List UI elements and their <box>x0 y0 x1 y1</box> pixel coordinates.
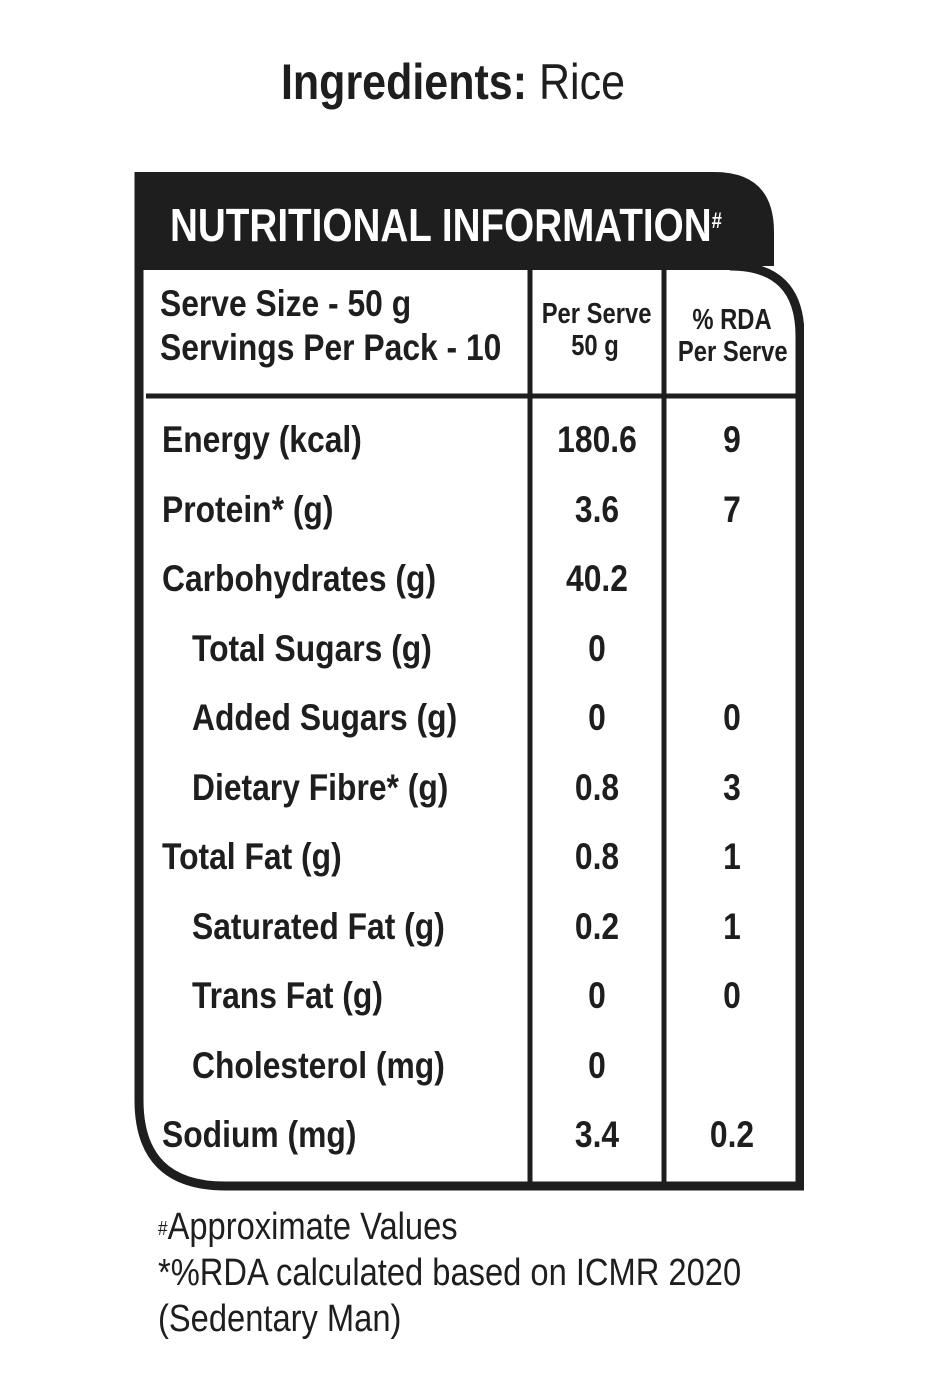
footnote-approximate-text: Approximate Values <box>167 1206 458 1248</box>
rda-value: 0 <box>723 975 741 1016</box>
rda-value: 9 <box>723 419 741 460</box>
nutrient-name: Dietary Fibre* (g) <box>192 766 449 808</box>
per-serve-value: 0.2 <box>574 905 620 947</box>
table-row: Total Sugars (g) 0 <box>134 614 804 684</box>
nutrient-name: Total Sugars (g) <box>192 627 432 669</box>
nutrient-name: Total Fat (g) <box>162 836 342 877</box>
per-serve-value: 0 <box>588 1044 606 1086</box>
column-head-per-serve: Per Serve 50 g <box>541 298 652 362</box>
table-row: Dietary Fibre* (g) 0.8 3 <box>134 753 804 823</box>
table-row: Sodium (mg) 3.4 0.2 <box>134 1100 804 1170</box>
footnote-rda-basis: *%RDA calculated based on ICMR 2020 <box>158 1252 742 1294</box>
nutrition-panel-frame <box>134 172 804 1191</box>
per-serve-value: 3.4 <box>574 1114 620 1155</box>
column-head-rda-line1: % RDA <box>692 304 772 336</box>
per-serve-value: 0.8 <box>574 836 620 877</box>
rda-value: 7 <box>723 488 741 530</box>
nutrient-name: Energy (kcal) <box>162 419 362 460</box>
per-serve-value: 3.6 <box>574 488 620 530</box>
panel-title-text: NUTRITIONAL INFORMATION <box>170 199 712 251</box>
footnote-rda-group: (Sedentary Man) <box>158 1298 402 1340</box>
footnote-approximate: #Approximate Values <box>158 1204 741 1250</box>
serve-size: Serve Size - 50 g <box>160 283 412 324</box>
per-serve-value: 40.2 <box>566 558 628 599</box>
nutrient-name: Cholesterol (mg) <box>192 1044 445 1086</box>
header-bar <box>136 172 774 266</box>
nutrient-name: Trans Fat (g) <box>192 975 383 1016</box>
servings-per-pack: Servings Per Pack - 10 <box>160 327 502 368</box>
column-head-rda: % RDA Per Serve <box>677 304 788 368</box>
nutrient-name: Carbohydrates (g) <box>162 558 437 599</box>
table-row: Protein* (g) 3.6 7 <box>134 475 804 545</box>
footnotes: #Approximate Values *%RDA calculated bas… <box>158 1204 741 1342</box>
nutrient-name: Saturated Fat (g) <box>192 905 445 947</box>
nutrient-name: Sodium (mg) <box>162 1114 357 1155</box>
footnote-mark: # <box>158 1218 168 1240</box>
column-head-per-serve-line1: Per Serve <box>541 298 652 330</box>
ingredients-value: Rice <box>539 54 626 110</box>
per-serve-value: 0.8 <box>574 766 620 808</box>
column-head-per-serve-line2: 50 g <box>571 330 619 362</box>
rda-value: 1 <box>723 836 741 877</box>
panel-border <box>134 261 804 1191</box>
per-serve-value: 0 <box>588 627 606 669</box>
rda-value: 1 <box>723 905 741 947</box>
table-row: Total Fat (g) 0.8 1 <box>134 822 804 892</box>
table-row: Added Sugars (g) 0 0 <box>134 683 804 753</box>
table-row: Cholesterol (mg) 0 <box>134 1031 804 1101</box>
nutrition-panel: NUTRITIONAL INFORMATION# Serve Size - 50… <box>134 170 804 1192</box>
table-row: Energy (kcal) 180.6 9 <box>134 405 804 475</box>
rda-value: 3 <box>723 766 741 808</box>
rda-value: 0.2 <box>709 1114 755 1155</box>
ingredients-line: Ingredients: Rice <box>63 52 842 112</box>
per-serve-value: 0 <box>588 697 606 738</box>
rda-value: 0 <box>723 697 741 738</box>
serve-info: Serve Size - 50 g Servings Per Pack - 10 <box>160 282 501 370</box>
table-row: Carbohydrates (g) 40.2 <box>134 544 804 614</box>
nutrient-name: Protein* (g) <box>162 488 334 530</box>
per-serve-value: 0 <box>588 975 606 1016</box>
panel-title: NUTRITIONAL INFORMATION# <box>170 197 722 253</box>
table-row: Trans Fat (g) 0 0 <box>134 961 804 1031</box>
column-head-rda-line2: Per Serve <box>677 336 788 368</box>
table-row: Saturated Fat (g) 0.2 1 <box>134 892 804 962</box>
nutrient-name: Added Sugars (g) <box>192 697 458 738</box>
panel-title-mark: # <box>711 208 722 233</box>
per-serve-value: 180.6 <box>557 419 637 460</box>
ingredients-label: Ingredients: <box>280 54 528 110</box>
